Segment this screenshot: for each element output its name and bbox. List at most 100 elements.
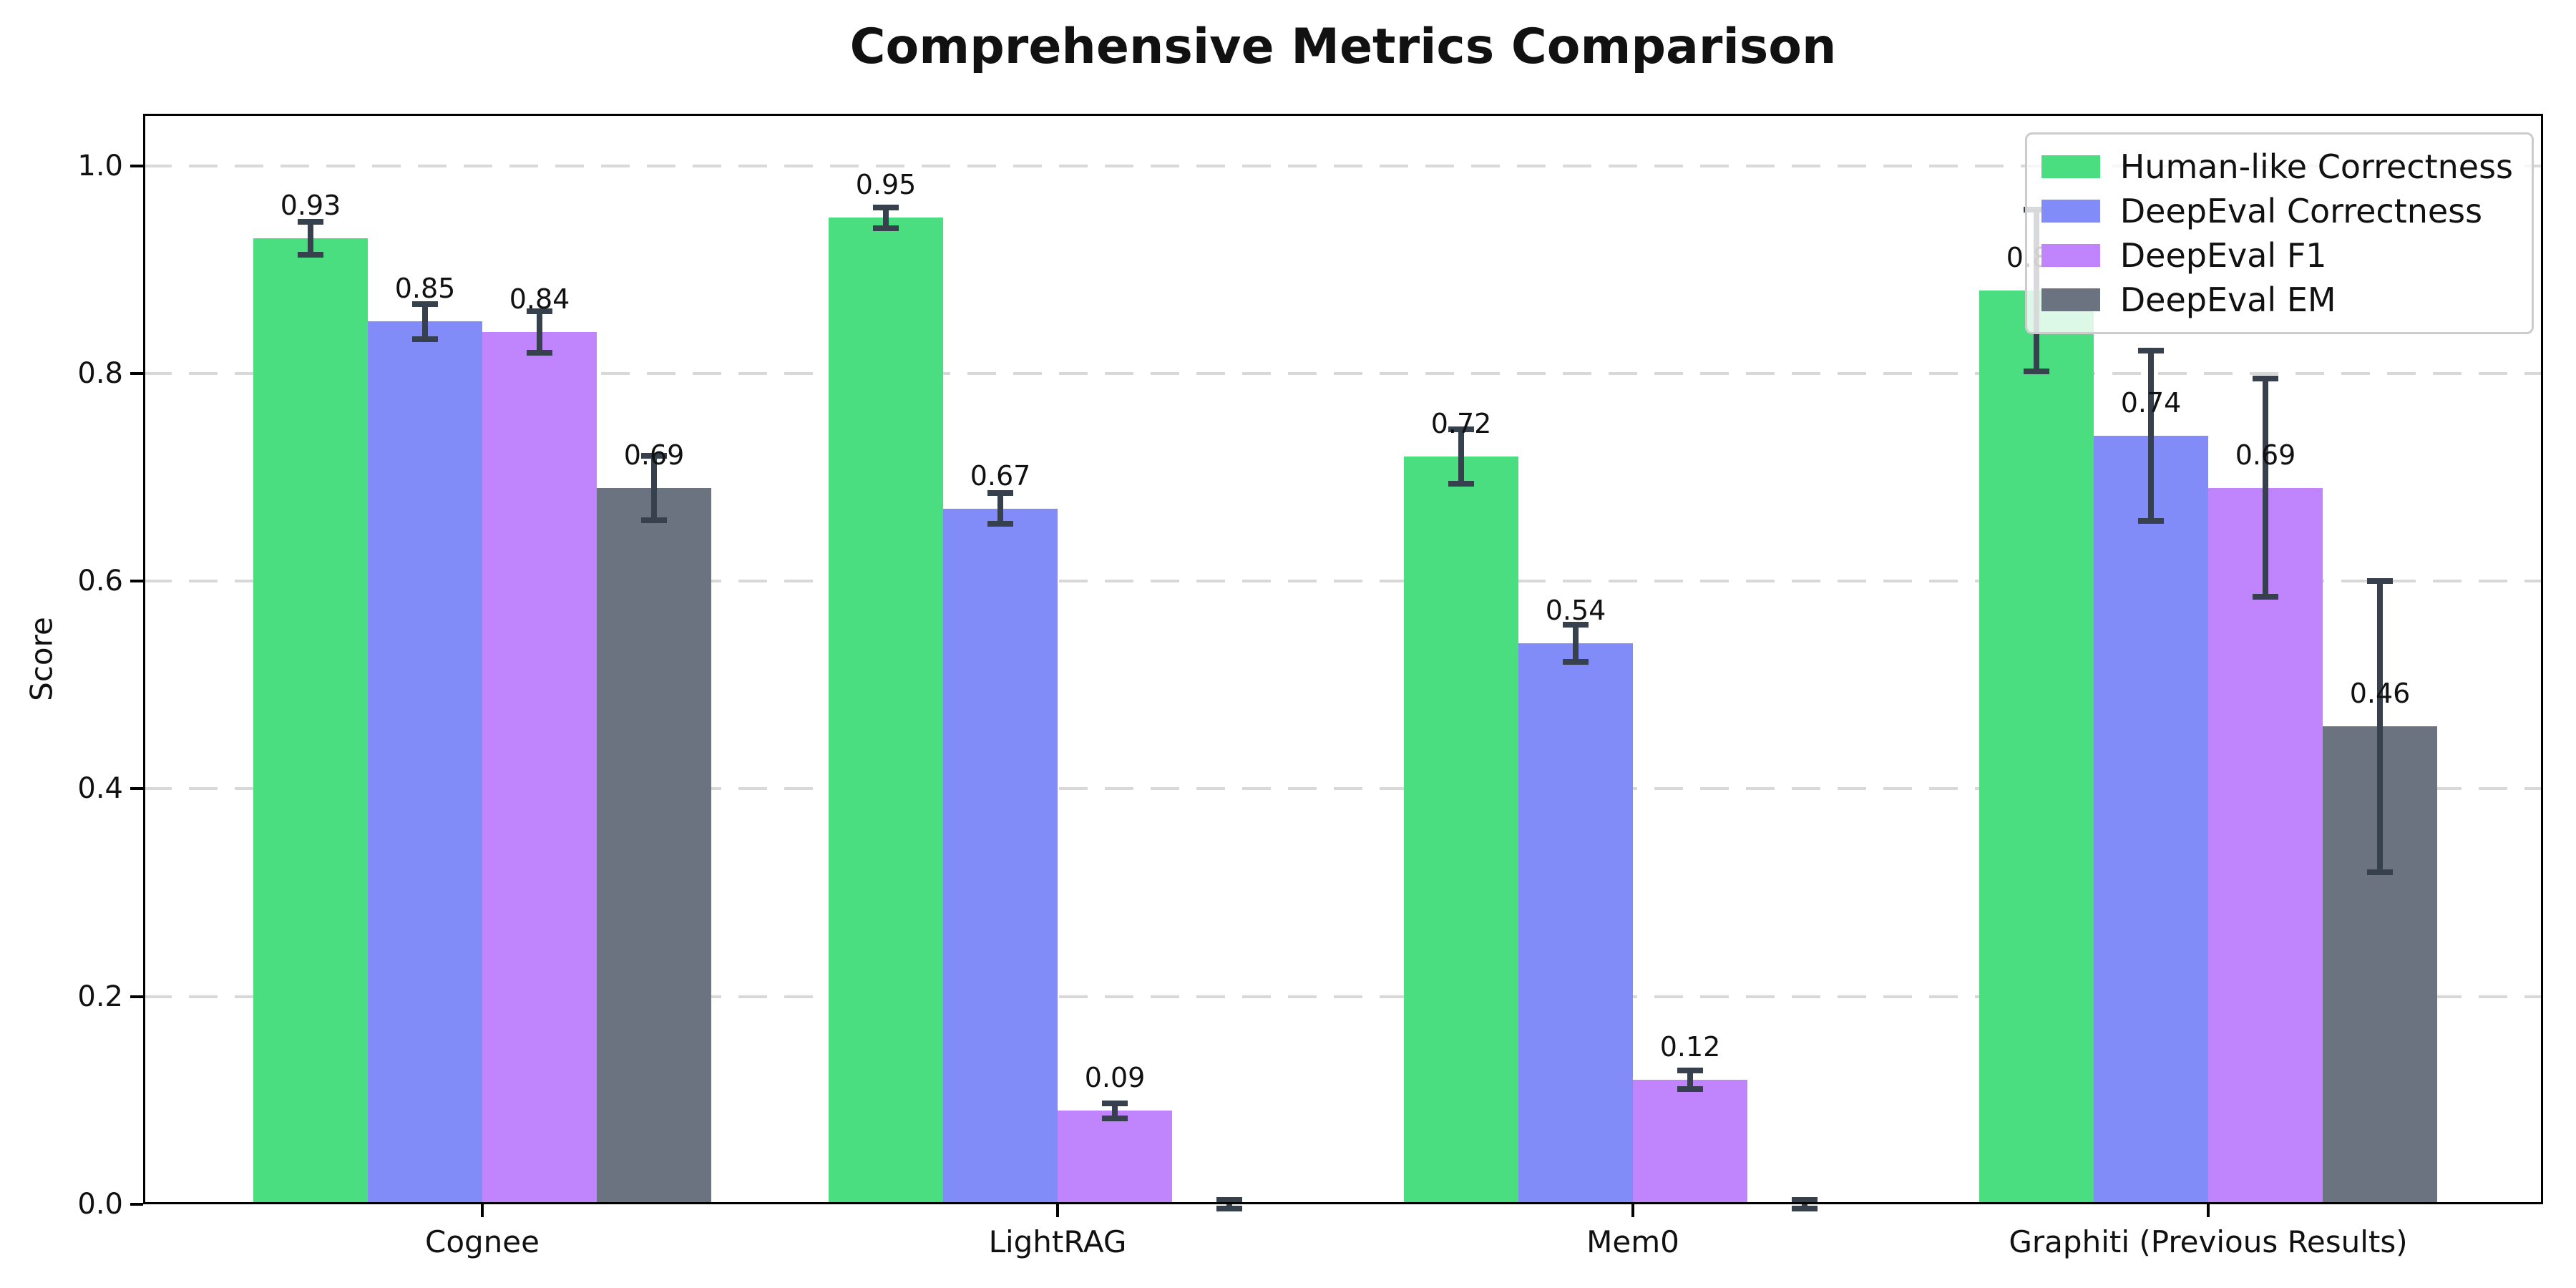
error-bar-line — [1687, 1070, 1693, 1089]
error-bar-line — [997, 492, 1003, 525]
bar — [368, 321, 482, 1204]
error-bar — [1102, 1101, 1128, 1121]
error-bar-cap-bottom — [1102, 1115, 1128, 1121]
x-tick-label: LightRAG — [988, 1224, 1127, 1259]
error-bar-cap-bottom — [641, 517, 667, 523]
error-bar — [1677, 1067, 1703, 1092]
bar-value-label: 0.93 — [280, 190, 341, 222]
x-tick-label: Graphiti (Previous Results) — [2009, 1224, 2408, 1259]
error-bar-cap-bottom — [1448, 480, 1474, 487]
error-bar-cap-bottom — [1216, 1205, 1242, 1211]
error-bar-cap-bottom — [298, 252, 323, 258]
bar — [1518, 643, 1633, 1204]
legend-swatch — [2041, 200, 2100, 223]
x-tick-mark — [481, 1204, 484, 1217]
x-tick-mark — [1056, 1204, 1059, 1217]
error-bar — [1448, 426, 1474, 487]
error-bar-line — [2263, 379, 2268, 597]
bar — [829, 218, 943, 1204]
bar — [943, 508, 1058, 1204]
legend-swatch — [2041, 155, 2100, 178]
bar-value-label: 0.09 — [1084, 1062, 1146, 1094]
y-tick-mark — [130, 1203, 143, 1206]
bar-value-label: 0.12 — [1659, 1030, 1721, 1063]
legend-item: DeepEval EM — [2041, 278, 2513, 322]
error-bar-line — [1458, 429, 1464, 484]
error-bar-line — [1802, 1200, 1807, 1209]
error-bar-cap-bottom — [987, 521, 1013, 527]
bar-value-label: 0.74 — [2120, 386, 2182, 419]
y-tick-label: 0.8 — [77, 356, 123, 390]
bar-value-label: 0.67 — [970, 459, 1031, 492]
gridline — [143, 580, 2543, 583]
bar-value-label: 0.84 — [509, 283, 570, 315]
legend-item: DeepEval F1 — [2041, 233, 2513, 278]
x-tick-mark — [2207, 1204, 2210, 1217]
bar — [1633, 1079, 1747, 1204]
gridline — [143, 787, 2543, 791]
bar — [597, 487, 711, 1204]
chart-title: Comprehensive Metrics Comparison — [849, 19, 1837, 75]
error-bar-cap-bottom — [527, 349, 552, 356]
legend-label: DeepEval F1 — [2119, 236, 2327, 275]
y-tick-label: 1.0 — [77, 149, 123, 182]
error-bar-line — [308, 221, 313, 255]
error-bar — [1792, 1197, 1818, 1211]
error-bar-cap-bottom — [1792, 1205, 1818, 1211]
y-axis-label: Score — [24, 617, 59, 701]
error-bar-line — [651, 455, 657, 520]
error-bar-cap-bottom — [1677, 1085, 1703, 1092]
plot-area: 0.930.950.720.880.850.670.540.740.840.09… — [143, 114, 2543, 1211]
error-bar-line — [1573, 625, 1579, 663]
error-bar-cap-bottom — [2253, 593, 2278, 600]
error-bar-line — [883, 207, 889, 228]
error-bar — [412, 301, 438, 342]
error-bar-cap-bottom — [1563, 659, 1589, 665]
bar — [2208, 487, 2323, 1204]
gridline — [143, 995, 2543, 998]
bar — [482, 331, 597, 1204]
error-bar — [987, 489, 1013, 527]
bar — [1058, 1111, 1172, 1204]
error-bar-line — [1112, 1103, 1118, 1118]
legend-swatch — [2041, 244, 2100, 267]
bar-value-label: 0.69 — [2235, 439, 2296, 471]
y-tick-label: 0.6 — [77, 565, 123, 598]
bar-value-label: 0.72 — [1430, 407, 1492, 439]
y-tick-mark — [130, 787, 143, 791]
legend-item: DeepEval Correctness — [2041, 189, 2513, 233]
legend-label: DeepEval EM — [2119, 280, 2336, 319]
y-tick-label: 0.2 — [77, 980, 123, 1013]
error-bar-cap-bottom — [412, 336, 438, 342]
bar-value-label: 0.95 — [855, 169, 917, 201]
legend: Human-like Correctness DeepEval Correctne… — [2024, 132, 2534, 334]
bar-value-label: 0.85 — [394, 273, 456, 305]
bar-value-label: 0.46 — [2349, 678, 2411, 710]
bar — [1979, 290, 2094, 1204]
bar — [253, 238, 368, 1204]
gridline — [143, 164, 2543, 167]
error-bar-cap-bottom — [2024, 368, 2049, 374]
error-bar — [873, 204, 899, 231]
error-bar-cap-bottom — [2138, 517, 2164, 524]
error-bar-cap-bottom — [873, 225, 899, 231]
error-bar — [1216, 1197, 1242, 1211]
error-bar-line — [537, 311, 542, 353]
error-bar-line — [422, 303, 428, 339]
error-bar — [2367, 578, 2393, 875]
x-tick-label: Mem0 — [1586, 1224, 1679, 1259]
bar — [1404, 456, 1518, 1204]
error-bar-line — [2377, 581, 2383, 872]
error-bar-line — [1226, 1200, 1232, 1209]
bar-value-label: 0.54 — [1545, 595, 1606, 627]
error-bar — [2253, 376, 2278, 600]
error-bar — [527, 308, 552, 356]
error-bar — [1563, 622, 1589, 665]
legend-item: Human-like Correctness — [2041, 145, 2513, 189]
bar-value-label: 0.69 — [623, 439, 685, 471]
y-tick-mark — [130, 580, 143, 583]
bar — [2094, 435, 2208, 1204]
error-bar — [2138, 347, 2164, 524]
y-tick-label: 0.0 — [77, 1188, 123, 1221]
